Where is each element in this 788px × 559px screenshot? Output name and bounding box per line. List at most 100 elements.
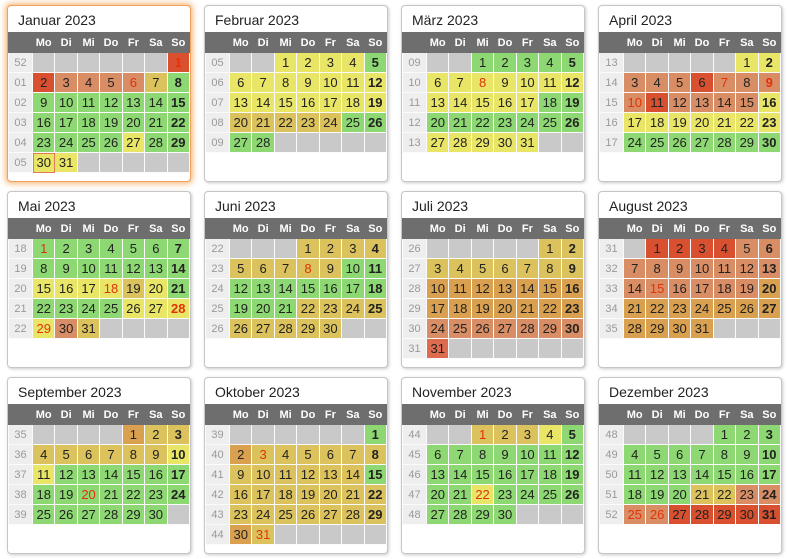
day-cell-25[interactable]: 25	[99, 298, 123, 319]
day-cell-17[interactable]: 17	[76, 278, 101, 299]
day-cell-10[interactable]: 10	[757, 444, 781, 465]
day-cell-7[interactable]: 7	[166, 238, 190, 259]
day-cell-15[interactable]: 15	[296, 278, 320, 299]
day-cell-19[interactable]: 19	[560, 92, 584, 113]
day-cell-10[interactable]: 10	[425, 278, 450, 299]
day-cell-21[interactable]: 21	[622, 298, 647, 319]
day-cell-24[interactable]: 24	[690, 298, 714, 319]
day-cell-8[interactable]: 8	[296, 258, 320, 279]
day-cell-16[interactable]: 16	[493, 464, 517, 485]
day-cell-21[interactable]: 21	[448, 484, 472, 505]
day-cell-6[interactable]: 6	[228, 72, 253, 93]
day-cell-28[interactable]: 28	[690, 504, 714, 525]
day-cell-6[interactable]: 6	[667, 444, 692, 465]
day-cell-15[interactable]: 15	[735, 92, 759, 113]
day-cell-16[interactable]: 16	[493, 92, 517, 113]
day-cell-25[interactable]: 25	[448, 318, 472, 339]
day-cell-27[interactable]: 27	[76, 504, 101, 525]
day-cell-21[interactable]: 21	[712, 112, 737, 133]
day-cell-6[interactable]: 6	[493, 258, 517, 279]
day-cell-9[interactable]: 9	[667, 258, 692, 279]
day-cell-16[interactable]: 16	[296, 92, 320, 113]
day-cell-14[interactable]: 14	[515, 278, 540, 299]
day-cell-4[interactable]: 4	[76, 72, 101, 93]
day-cell-13[interactable]: 13	[425, 92, 450, 113]
day-cell-3[interactable]: 3	[690, 238, 714, 259]
day-cell-11[interactable]: 11	[645, 92, 669, 113]
day-cell-15[interactable]: 15	[273, 92, 298, 113]
day-cell-24[interactable]: 24	[341, 298, 365, 319]
day-cell-4[interactable]: 4	[538, 52, 562, 73]
day-cell-8[interactable]: 8	[470, 444, 495, 465]
day-cell-29[interactable]: 29	[363, 504, 387, 525]
day-cell-25[interactable]: 25	[31, 504, 56, 525]
day-cell-27[interactable]: 27	[425, 132, 450, 153]
day-cell-10[interactable]: 10	[341, 258, 365, 279]
day-cell-13[interactable]: 13	[144, 258, 168, 279]
day-cell-23[interactable]: 23	[667, 298, 692, 319]
day-cell-9[interactable]: 9	[296, 72, 320, 93]
day-cell-18[interactable]: 18	[76, 112, 101, 133]
day-cell-30[interactable]: 30	[493, 132, 517, 153]
day-cell-1[interactable]: 1	[363, 424, 387, 445]
day-cell-2[interactable]: 2	[296, 52, 320, 73]
day-cell-7[interactable]: 7	[712, 72, 737, 93]
day-cell-14[interactable]: 14	[144, 92, 168, 113]
day-cell-21[interactable]: 21	[166, 278, 190, 299]
day-cell-6[interactable]: 6	[690, 72, 714, 93]
day-cell-14[interactable]: 14	[99, 464, 123, 485]
day-cell-26[interactable]: 26	[560, 484, 584, 505]
day-cell-13[interactable]: 13	[667, 464, 692, 485]
day-cell-21[interactable]: 21	[273, 298, 298, 319]
day-cell-16[interactable]: 16	[735, 464, 759, 485]
day-cell-16[interactable]: 16	[667, 278, 692, 299]
day-cell-26[interactable]: 26	[735, 298, 759, 319]
day-cell-6[interactable]: 6	[251, 258, 275, 279]
day-cell-24[interactable]: 24	[425, 318, 450, 339]
day-cell-17[interactable]: 17	[515, 92, 540, 113]
day-cell-23[interactable]: 23	[31, 132, 56, 153]
day-cell-7[interactable]: 7	[99, 444, 123, 465]
day-cell-11[interactable]: 11	[448, 278, 472, 299]
day-cell-18[interactable]: 18	[622, 484, 647, 505]
day-cell-12[interactable]: 12	[560, 72, 584, 93]
day-cell-26[interactable]: 26	[363, 112, 387, 133]
day-cell-26[interactable]: 26	[296, 504, 320, 525]
day-cell-22[interactable]: 22	[31, 298, 56, 319]
day-cell-18[interactable]: 18	[645, 112, 669, 133]
day-cell-10[interactable]: 10	[166, 444, 190, 465]
day-cell-26[interactable]: 26	[54, 504, 78, 525]
day-cell-15[interactable]: 15	[31, 278, 56, 299]
day-cell-11[interactable]: 11	[99, 258, 123, 279]
day-cell-15[interactable]: 15	[121, 464, 146, 485]
day-cell-10[interactable]: 10	[515, 72, 540, 93]
day-cell-1[interactable]: 1	[296, 238, 320, 259]
day-cell-11[interactable]: 11	[341, 72, 365, 93]
day-cell-9[interactable]: 9	[144, 444, 168, 465]
day-cell-22[interactable]: 22	[166, 112, 190, 133]
day-cell-3[interactable]: 3	[515, 52, 540, 73]
day-cell-5[interactable]: 5	[296, 444, 320, 465]
day-cell-12[interactable]: 12	[54, 464, 78, 485]
day-cell-26[interactable]: 26	[470, 318, 495, 339]
day-cell-27[interactable]: 27	[425, 504, 450, 525]
day-cell-17[interactable]: 17	[318, 92, 343, 113]
day-cell-25[interactable]: 25	[622, 504, 647, 525]
day-cell-5[interactable]: 5	[363, 52, 387, 73]
day-cell-12[interactable]: 12	[645, 464, 669, 485]
day-cell-27[interactable]: 27	[493, 318, 517, 339]
day-cell-7[interactable]: 7	[251, 72, 275, 93]
day-cell-3[interactable]: 3	[166, 424, 190, 445]
day-cell-13[interactable]: 13	[318, 464, 343, 485]
day-cell-20[interactable]: 20	[690, 112, 714, 133]
day-cell-13[interactable]: 13	[76, 464, 101, 485]
day-cell-30[interactable]: 30	[560, 318, 584, 339]
day-cell-9[interactable]: 9	[31, 92, 56, 113]
day-cell-30[interactable]: 30	[144, 504, 168, 525]
day-cell-13[interactable]: 13	[228, 92, 253, 113]
day-cell-30[interactable]: 30	[31, 152, 56, 173]
day-cell-22[interactable]: 22	[645, 298, 669, 319]
day-cell-4[interactable]: 4	[363, 238, 387, 259]
day-cell-28[interactable]: 28	[251, 132, 275, 153]
day-cell-13[interactable]: 13	[757, 258, 781, 279]
